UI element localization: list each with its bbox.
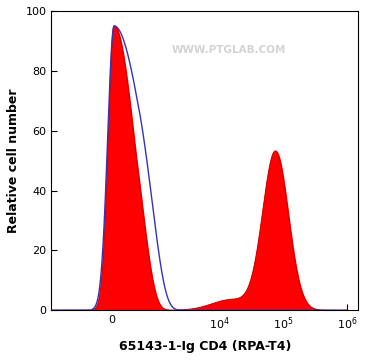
Text: WWW.PTGLAB.COM: WWW.PTGLAB.COM: [172, 45, 287, 55]
X-axis label: 65143-1-Ig CD4 (RPA-T4): 65143-1-Ig CD4 (RPA-T4): [119, 340, 291, 353]
Y-axis label: Relative cell number: Relative cell number: [7, 88, 20, 233]
